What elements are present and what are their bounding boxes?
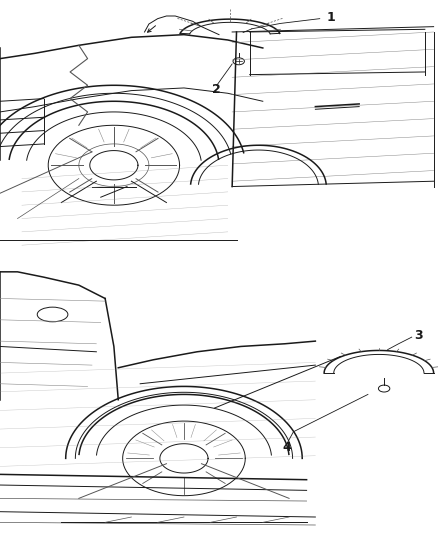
Text: 2: 2 [212,83,221,96]
Text: 4: 4 [283,441,291,454]
Text: 3: 3 [414,329,423,342]
Text: 1: 1 [326,11,335,23]
